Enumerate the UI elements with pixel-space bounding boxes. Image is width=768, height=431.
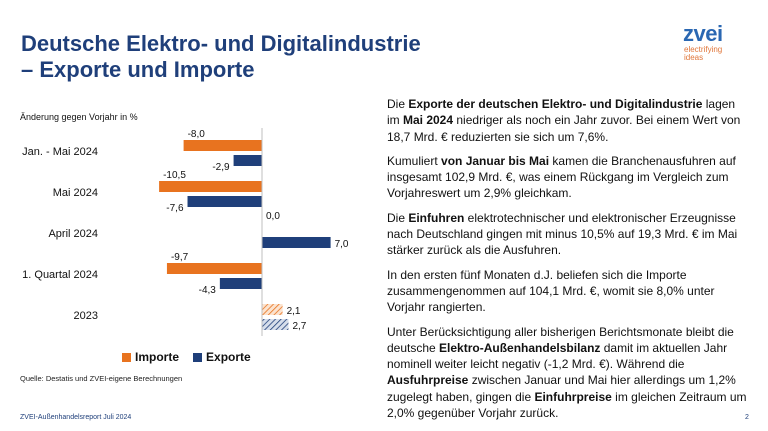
- text-run: im gleichen Zeitraum um 2,0% gegenüber V…: [387, 389, 747, 421]
- page-title: Deutsche Elektro- und Digitalindustrie: [21, 31, 421, 56]
- data-label-imports: 2,1: [287, 306, 301, 317]
- data-label-exports: -7,6: [166, 203, 184, 214]
- legend-label-exports: Exporte: [206, 350, 251, 364]
- zvei-logo: zvei electrifying ideas: [683, 23, 743, 63]
- bar-exports: [262, 237, 331, 248]
- text-run: Die: [387, 97, 409, 111]
- legend-item-exports: Exporte: [193, 350, 251, 364]
- paragraph: In den ersten fünf Monaten d.J. beliefen…: [387, 267, 751, 316]
- category-label: 1. Quartal 2024: [22, 269, 98, 281]
- paragraph: Unter Berücksichtigung aller bisherigen …: [387, 324, 751, 422]
- category-label: Jan. - Mai 2024: [22, 146, 98, 158]
- chart-axis-note: Änderung gegen Vorjahr in %: [20, 112, 138, 122]
- footer-report-name: ZVEI-Außenhandelsreport Juli 2024: [20, 414, 132, 421]
- legend-swatch-imports: [122, 352, 131, 362]
- legend-swatch-exports: [193, 352, 203, 362]
- bold-text-run: Mai 2024: [403, 113, 454, 128]
- data-label-imports: 0,0: [266, 211, 280, 222]
- text-run: Unter Berücksichtigung aller bisherigen …: [387, 324, 734, 355]
- category-label: Mai 2024: [53, 187, 98, 199]
- data-label-imports: -10,5: [163, 170, 186, 181]
- bold-text-run: von Januar bis Mai: [441, 153, 550, 168]
- page-number: 2: [745, 414, 749, 421]
- page-subtitle: – Exporte und Importe: [21, 57, 255, 82]
- data-label-exports: -4,3: [199, 285, 217, 296]
- bar-imports: [166, 263, 262, 274]
- bold-text-run: Elektro-Außenhandelsbilanz: [439, 340, 601, 355]
- text-run: lagen im: [387, 97, 736, 128]
- bar-imports: [183, 140, 262, 151]
- legend-item-imports: Importe: [122, 350, 179, 364]
- bold-text-run: Exporte der deutschen Elektro- und Digit…: [408, 97, 703, 111]
- bold-text-run: Einfuhren: [408, 210, 465, 225]
- bar-exports: [262, 319, 289, 330]
- text-run: niedriger als noch ein Jahr zuvor. Bei e…: [387, 113, 741, 144]
- logo-tagline-1: electrifying: [684, 45, 723, 54]
- text-run: kamen die Branchenausfuhren auf insgesam…: [387, 153, 736, 201]
- paragraph: Kumuliert von Januar bis Mai kamen die B…: [387, 153, 751, 202]
- paragraph: Die Exporte der deutschen Elektro- und D…: [387, 96, 751, 145]
- text-run: Die: [387, 210, 409, 225]
- bar-exports: [233, 155, 262, 166]
- category-label: April 2024: [48, 228, 98, 240]
- text-run: elektrotechnischer und elektronischer Er…: [387, 210, 738, 258]
- bold-text-run: Einfuhrpreise: [534, 389, 612, 404]
- text-run: In den ersten fünf Monaten d.J. beliefen…: [387, 267, 715, 315]
- bar-exports: [187, 196, 262, 207]
- data-label-exports: 7,0: [335, 239, 349, 250]
- commentary-text: Die Exporte der deutschen Elektro- und D…: [387, 96, 751, 429]
- paragraph: Die Einfuhren elektrotechnischer und ele…: [387, 210, 751, 259]
- data-label-exports: 2,7: [292, 321, 306, 332]
- data-label-exports: -2,9: [212, 162, 230, 173]
- source-note: Quelle: Destatis und ZVEI-eigene Berechn…: [20, 374, 183, 383]
- text-run: Kumuliert: [387, 153, 442, 168]
- logo-tagline-2: ideas: [684, 53, 704, 62]
- legend-label-imports: Importe: [135, 350, 180, 364]
- text-run: damit im aktuellen Jahr nominell weiter …: [387, 340, 728, 372]
- bar-imports: [159, 181, 262, 192]
- chart-legend: Importe Exporte: [122, 350, 251, 364]
- logo-wordmark: zvei: [683, 21, 723, 46]
- category-label: 2023: [74, 310, 98, 322]
- data-label-imports: -9,7: [171, 252, 189, 263]
- text-run: zwischen Januar und Mai hier allerdings …: [387, 373, 736, 404]
- bold-text-run: Ausfuhrpreise: [387, 373, 469, 388]
- bar-exports: [219, 278, 262, 289]
- bar-imports: [262, 304, 283, 315]
- data-label-imports: -8,0: [188, 129, 206, 140]
